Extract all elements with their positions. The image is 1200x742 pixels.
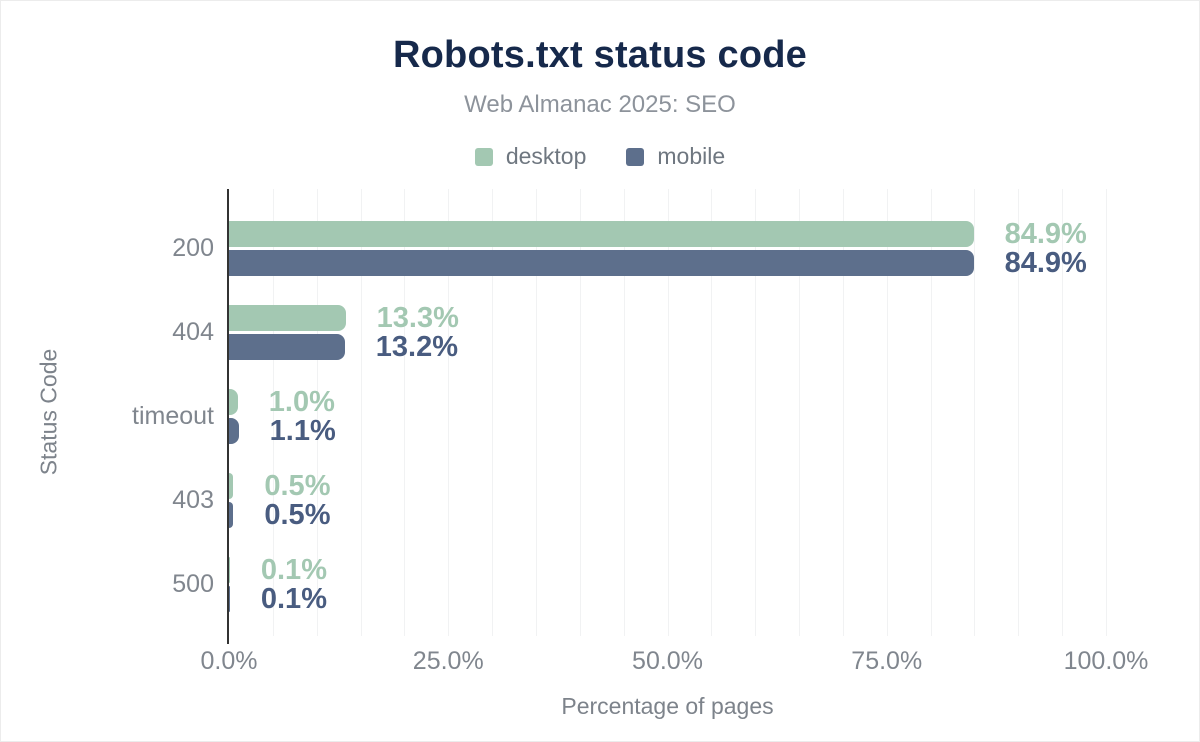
gridline — [886, 189, 888, 636]
category-label-403: 403 — [172, 486, 214, 514]
gridline — [360, 189, 362, 636]
gridline — [974, 189, 976, 636]
value-label-desktop-403: 0.5% — [264, 469, 331, 502]
legend-swatch-mobile — [626, 147, 645, 166]
legend-item-desktop[interactable]: desktop — [474, 143, 587, 170]
gridline — [842, 189, 844, 636]
value-label-mobile-404: 13.2% — [375, 330, 458, 363]
category-label-200: 200 — [172, 234, 214, 262]
bar-mobile-404[interactable] — [229, 333, 345, 360]
chart-title: Robots.txt status code — [393, 34, 807, 76]
gridline — [667, 189, 669, 636]
bar-mobile-500[interactable] — [229, 585, 230, 612]
legend-label-desktop: desktop — [505, 143, 587, 169]
bar-desktop-404[interactable] — [229, 304, 346, 331]
gridline — [755, 189, 757, 636]
gridline — [1106, 189, 1107, 636]
gridline — [492, 189, 494, 636]
gridline — [448, 189, 450, 636]
gridline — [404, 189, 406, 636]
gridline — [711, 189, 713, 636]
bar-desktop-200[interactable] — [229, 220, 974, 247]
bar-desktop-403[interactable] — [229, 472, 234, 499]
x-tick-50.0%: 50.0% — [632, 647, 703, 675]
category-label-500: 500 — [172, 570, 214, 598]
x-tick-0.0%: 0.0% — [200, 647, 258, 675]
value-label-desktop-404: 13.3% — [376, 301, 459, 334]
x-tick-25.0%: 25.0% — [412, 647, 484, 675]
x-tick-100.0%: 100.0% — [1063, 647, 1149, 675]
gridline — [623, 189, 625, 636]
category-label-timeout: timeout — [132, 402, 214, 430]
gridline — [272, 189, 274, 636]
bar-mobile-200[interactable] — [229, 249, 974, 276]
y-axis-line — [227, 189, 229, 644]
x-axis-label: Percentage of pages — [561, 693, 774, 719]
gridline — [930, 189, 932, 636]
value-label-mobile-200: 84.9% — [1004, 246, 1087, 279]
gridline — [579, 189, 581, 636]
y-axis-category-labels: 200 404 timeout 403 500 — [1, 189, 214, 636]
bar-mobile-timeout[interactable] — [229, 417, 239, 444]
gridline — [799, 189, 801, 636]
plot-area: 84.9% 84.9% 13.3% 13.2% 1.0% 1.1% 0.5% 0.5% 0.1%… — [227, 189, 1107, 644]
gridline — [1018, 189, 1020, 636]
gridline — [1062, 189, 1064, 636]
value-label-mobile-403: 0.5% — [264, 498, 331, 531]
legend-swatch-desktop — [474, 147, 493, 166]
legend-label-mobile: mobile — [657, 143, 726, 169]
legend-item-mobile[interactable]: mobile — [626, 143, 725, 170]
x-axis-ticks: 0.0% 25.0% 50.0% 75.0% 100.0% — [201, 647, 1149, 677]
category-label-404: 404 — [172, 318, 214, 346]
y-axis-label: Status Code — [35, 348, 62, 476]
x-tick-75.0%: 75.0% — [851, 647, 923, 675]
gridline — [316, 189, 318, 636]
value-label-desktop-200: 84.9% — [1004, 217, 1087, 250]
bar-mobile-403[interactable] — [229, 501, 234, 528]
bar-desktop-500[interactable] — [229, 556, 230, 583]
value-label-desktop-timeout: 1.0% — [268, 385, 335, 418]
bar-desktop-timeout[interactable] — [229, 388, 238, 415]
value-label-desktop-500: 0.1% — [260, 553, 327, 586]
value-label-mobile-500: 0.1% — [260, 582, 327, 615]
value-label-mobile-timeout: 1.1% — [269, 414, 336, 447]
gridline — [535, 189, 537, 636]
chart-subtitle: Web Almanac 2025: SEO — [464, 91, 736, 118]
legend: desktop mobile — [1, 143, 1199, 170]
